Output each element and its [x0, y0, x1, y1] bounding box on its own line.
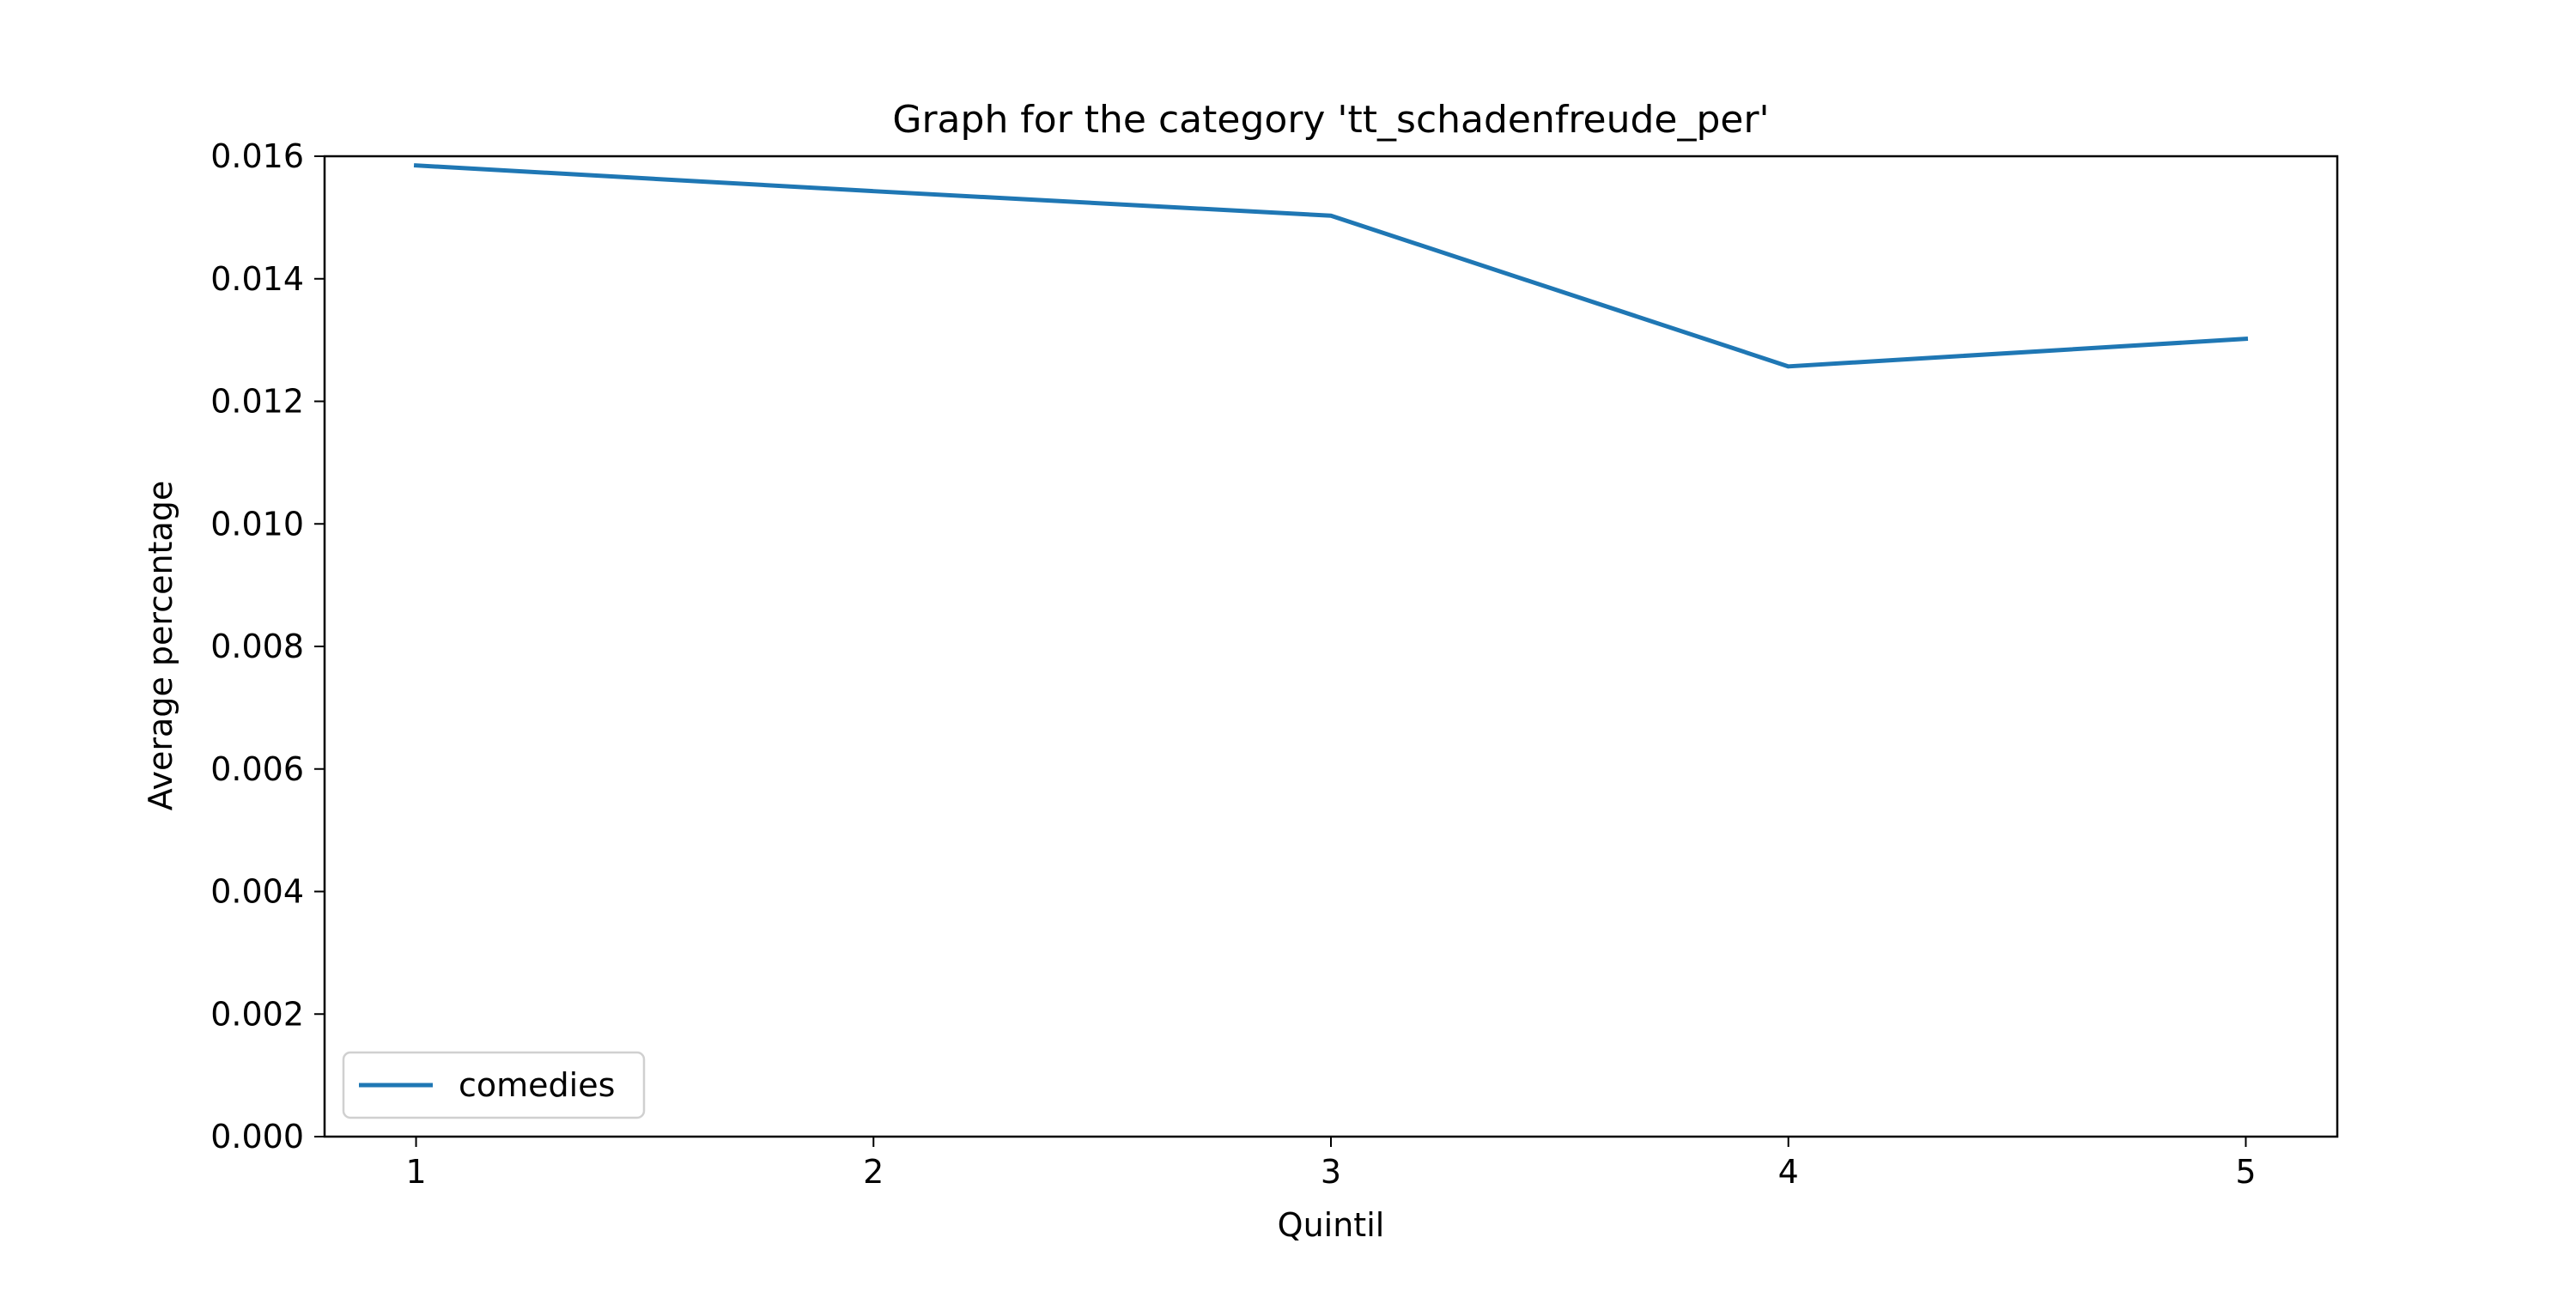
- y-tick-label: 0.016: [210, 137, 304, 175]
- series-line-comedies: [416, 166, 2246, 367]
- legend: comedies: [343, 1052, 644, 1118]
- y-tick-label: 0.002: [210, 995, 304, 1033]
- x-tick-label: 2: [863, 1153, 884, 1191]
- y-axis-label: Average percentage: [142, 481, 179, 810]
- x-tick-label: 5: [2235, 1153, 2256, 1191]
- y-tick-label: 0.006: [210, 750, 304, 788]
- y-tick-label: 0.008: [210, 628, 304, 665]
- x-tick-label: 3: [1321, 1153, 1341, 1191]
- x-tick-label: 4: [1778, 1153, 1799, 1191]
- x-tick-label: 1: [405, 1153, 426, 1191]
- plot-frame: [325, 156, 2337, 1137]
- y-tick-label: 0.000: [210, 1118, 304, 1156]
- y-tick-label: 0.012: [210, 383, 304, 421]
- y-tick-label: 0.014: [210, 260, 304, 298]
- y-tick-label: 0.010: [210, 505, 304, 543]
- chart-title: Graph for the category 'tt_schadenfreude…: [892, 98, 1769, 142]
- x-axis-label: Quintil: [1278, 1206, 1385, 1244]
- plot-area: 1 2 3 4 5 0.000 0.002 0.004 0.006 0.008 0.010 0.012…: [210, 137, 2337, 1191]
- y-tick-label: 0.004: [210, 873, 304, 911]
- legend-label: comedies: [459, 1066, 615, 1104]
